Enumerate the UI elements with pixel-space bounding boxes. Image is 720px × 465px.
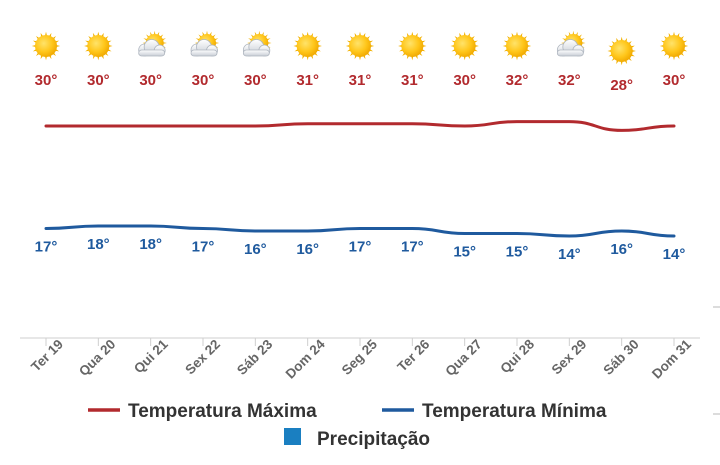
sun-icon (293, 31, 322, 61)
min-temp-label: 14° (663, 246, 686, 263)
max-temp-label: 31° (349, 72, 372, 89)
max-temp-label: 30° (244, 72, 267, 89)
right-edge-marks (713, 306, 720, 415)
min-temp-label: 16° (244, 241, 267, 258)
x-tick-label: Dom 24 (283, 336, 328, 381)
partly-cloudy-icon (556, 30, 586, 57)
temperature-lines (44, 120, 676, 238)
max-temp-label: 32° (558, 72, 581, 89)
max-temp-label: 30° (663, 72, 686, 89)
legend-max-label: Temperatura Máxima (128, 401, 317, 422)
max-temp-label: 31° (296, 72, 319, 89)
x-tick-label: Ter 26 (394, 336, 432, 374)
min-temperature-line (44, 224, 676, 238)
max-temperature-labels: 30° 30° 30° 30° 30° 31° 31° 31° 30° 32° 32° 28° 30° (35, 72, 686, 94)
min-temperature-labels: 17° 18° 18° 17° 16° 16° 17° 17° 15° 15° 14° 16° 14° (35, 236, 686, 263)
partly-cloudy-icon (242, 30, 272, 57)
max-temp-label: 30° (87, 72, 110, 89)
legend-precipitation-swatch (284, 428, 301, 445)
legend-min-label: Temperatura Mínima (422, 401, 607, 422)
partly-cloudy-icon (190, 30, 220, 57)
sun-icon (450, 31, 479, 61)
max-temp-label: 32° (506, 72, 529, 89)
sun-icon (659, 31, 689, 61)
max-temp-label: 30° (139, 72, 162, 89)
x-tick-label: Qua 27 (442, 337, 484, 379)
sun-icon (502, 31, 532, 61)
partly-cloudy-icon (138, 30, 167, 57)
min-temp-label: 18° (87, 236, 110, 253)
min-temp-label: 17° (35, 239, 58, 256)
max-temp-label: 30° (35, 72, 58, 89)
x-axis: Ter 19 Qua 20 Qui 21 Sex 22 Sáb 23 Dom 24 Seg … (20, 336, 700, 382)
weather-icons (31, 30, 689, 66)
min-temp-label: 15° (506, 244, 529, 261)
x-tick-label: Qua 20 (76, 337, 118, 379)
min-temp-label: 17° (192, 239, 215, 256)
sun-icon (607, 36, 636, 66)
sun-icon (31, 31, 61, 61)
min-temp-label: 17° (401, 239, 424, 256)
max-temp-label: 31° (401, 72, 424, 89)
x-tick-label: Sáb 30 (600, 337, 641, 378)
sun-icon (398, 31, 427, 61)
x-tick-label: Dom 31 (649, 336, 694, 381)
legend-precipitation-label: Precipitação (317, 429, 430, 450)
legend: Temperatura Máxima Temperatura Mínima Prec… (88, 401, 607, 450)
max-temp-label: 30° (453, 72, 476, 89)
min-temp-label: 16° (296, 241, 319, 258)
max-temp-label: 28° (610, 77, 633, 94)
sun-icon (345, 31, 375, 61)
sun-icon (84, 31, 113, 61)
min-temp-label: 17° (349, 239, 372, 256)
min-temp-label: 15° (453, 244, 476, 261)
max-temperature-line (44, 120, 676, 132)
min-temp-label: 18° (139, 236, 162, 253)
x-tick-label: Ter 19 (28, 337, 66, 375)
max-temp-label: 30° (192, 72, 215, 89)
min-temp-label: 14° (558, 246, 581, 263)
min-temp-label: 16° (610, 241, 633, 258)
